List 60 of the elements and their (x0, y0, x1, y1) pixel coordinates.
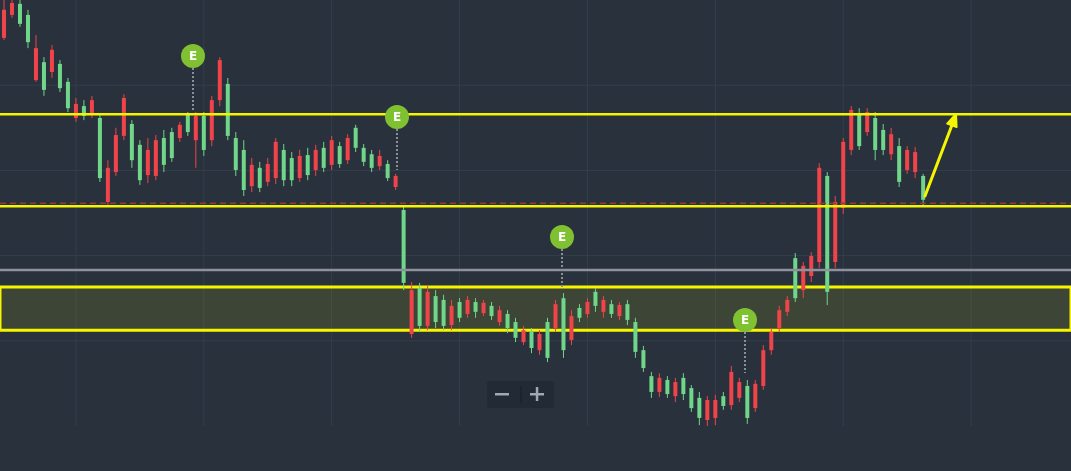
candlestick (737, 377, 742, 403)
candlestick (865, 107, 870, 137)
candlestick (777, 305, 782, 333)
candlestick (705, 395, 710, 426)
candlestick (17, 0, 22, 28)
candlestick (457, 297, 462, 323)
candlestick (601, 295, 606, 319)
candlestick (473, 297, 478, 319)
candlestick (345, 133, 350, 165)
candlestick (265, 157, 270, 187)
candlestick (537, 329, 542, 356)
candlestick (369, 149, 374, 173)
candlestick (521, 325, 526, 346)
candlestick (297, 149, 302, 183)
candlestick (385, 159, 390, 182)
annotation: E (392, 110, 402, 124)
candlestick (185, 111, 190, 137)
candlestick (673, 377, 678, 403)
candlestick (449, 299, 454, 331)
annotation: E (740, 313, 750, 327)
candlestick (569, 309, 574, 346)
annotation: E (188, 49, 198, 63)
candlestick (377, 149, 382, 171)
candlestick (809, 251, 814, 283)
candlestick (313, 144, 318, 177)
candlestick (321, 141, 326, 173)
candlestick (889, 127, 894, 161)
candlestick (913, 146, 918, 179)
candlestick (257, 161, 262, 193)
candlestick (625, 299, 630, 326)
candlestick (249, 157, 254, 193)
candlestick (649, 371, 654, 399)
candlestick (713, 394, 718, 426)
candlestick (657, 372, 662, 398)
candlestick (49, 44, 54, 79)
candlestick (529, 327, 534, 354)
candlestick (337, 141, 342, 169)
candlestick (497, 305, 502, 327)
candlestick (305, 147, 310, 181)
annotation: E (557, 230, 567, 244)
candlestick (361, 143, 366, 167)
candlestick (881, 123, 886, 156)
candlestick (513, 317, 518, 343)
candlestick (921, 173, 926, 208)
candlestick (641, 345, 646, 373)
candlestick (769, 327, 774, 356)
candlestick (353, 124, 358, 153)
candlestick (689, 384, 694, 413)
candlestick (665, 375, 670, 399)
candlestick (585, 297, 590, 319)
candlestick (681, 372, 686, 401)
candlestick (697, 391, 702, 426)
candlestick (553, 299, 558, 333)
candlestick (593, 287, 598, 313)
candlestick (177, 121, 182, 143)
candlestick (505, 309, 510, 334)
candlestick (465, 295, 470, 319)
candlestick (785, 295, 790, 317)
candlestick (905, 145, 910, 175)
candlestick (289, 151, 294, 187)
